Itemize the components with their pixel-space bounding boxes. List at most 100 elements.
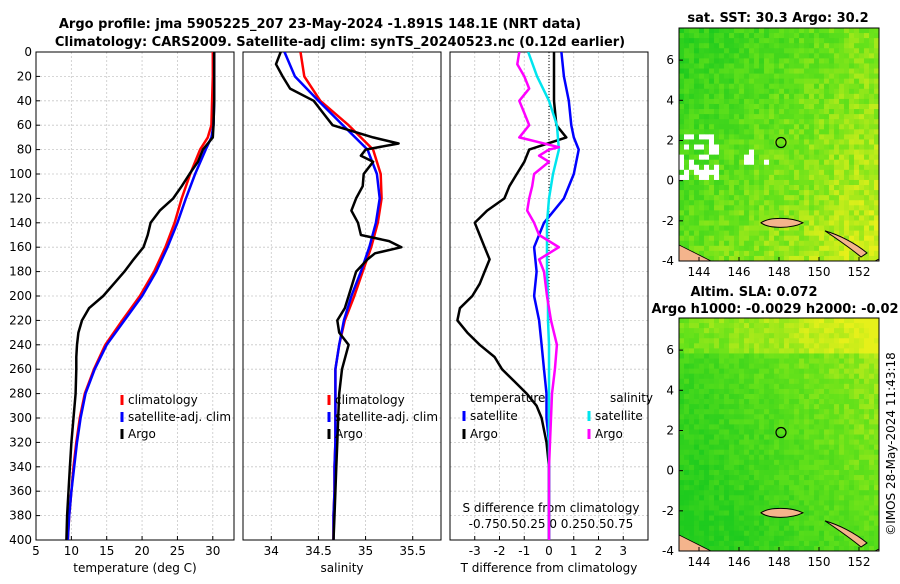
map-cell [714, 48, 720, 54]
map-cell [699, 164, 705, 171]
map-cell [739, 454, 745, 461]
map-cell [769, 38, 775, 44]
map-cell [784, 134, 790, 140]
map-cell [849, 540, 855, 547]
map-cell [824, 124, 830, 130]
map-cell [824, 333, 830, 339]
map-cell [679, 185, 685, 191]
map-cell [779, 318, 785, 324]
map-cell [744, 515, 750, 522]
map-cell [829, 353, 835, 359]
map-cell [719, 149, 725, 156]
map-cell [734, 434, 740, 440]
map-cell [764, 109, 770, 115]
map-cell [754, 164, 760, 171]
map-cell [854, 119, 860, 125]
map-cell [804, 134, 810, 140]
map-cell [684, 149, 690, 156]
map-cell [774, 323, 780, 329]
map-cell [774, 88, 780, 95]
map-cell [719, 510, 725, 516]
map-cell [699, 144, 705, 150]
map-cell [779, 129, 785, 135]
map-cell [819, 98, 825, 105]
map-cell [809, 139, 815, 145]
map-cell [709, 490, 715, 496]
map-cell [694, 245, 700, 252]
map-cell [829, 348, 835, 354]
map-cell [799, 469, 805, 476]
map-cell [744, 495, 750, 501]
map-cell [724, 73, 730, 80]
map-cell [874, 419, 879, 425]
title-line-1: Argo profile: jma 5905225_207 23-May-202… [59, 17, 581, 32]
map-cell [709, 109, 715, 115]
map-cell [834, 159, 840, 166]
map-cell [869, 378, 875, 385]
map-cell [829, 53, 835, 59]
map-cell [844, 215, 850, 221]
map-cell [849, 139, 855, 145]
map-cell [799, 393, 805, 400]
map-cell [814, 185, 820, 191]
map-cell [784, 353, 790, 359]
map-cell [799, 545, 805, 551]
map-cell [799, 169, 805, 176]
map-cell [824, 414, 830, 420]
map-cell [824, 68, 830, 74]
map-cell [849, 505, 855, 511]
map-cell [744, 109, 750, 115]
map-cell [714, 210, 720, 216]
map-cell [824, 475, 830, 481]
map-cell [819, 495, 825, 501]
map-cell [864, 409, 870, 415]
map-cell [814, 399, 820, 405]
map-cell [769, 129, 775, 135]
map-cell [749, 414, 755, 420]
map-cell [699, 169, 705, 176]
map-cell [829, 515, 835, 522]
map-cell [714, 169, 720, 176]
map-cell [844, 505, 850, 511]
map-cell [689, 429, 695, 435]
map-cell [784, 434, 790, 440]
map-cell [719, 429, 725, 435]
map-cell [804, 393, 810, 400]
map-cell [774, 449, 780, 456]
map-cell [699, 119, 705, 125]
map-cell [824, 154, 830, 161]
map-cell [854, 439, 860, 446]
map-cell [684, 169, 690, 176]
series-line-satellite-adj-clim [283, 52, 381, 540]
map-cell [749, 210, 755, 216]
map-cell [704, 459, 710, 466]
map-cell [739, 154, 745, 161]
map-cell [754, 200, 760, 206]
map-cell [704, 169, 710, 176]
map-cell [689, 220, 695, 226]
map-cell [849, 195, 855, 201]
map-cell [794, 83, 800, 90]
map-cell [734, 464, 740, 471]
map-cell [729, 63, 735, 69]
map-cell [769, 134, 775, 140]
map-cell [844, 480, 850, 486]
map-cell [804, 404, 810, 410]
map-cell [799, 429, 805, 435]
map-cell [839, 230, 845, 237]
map-cell [784, 255, 790, 261]
map-cell [769, 144, 775, 150]
map-cell [819, 404, 825, 410]
map-cell [824, 373, 830, 380]
map-cell [759, 215, 765, 221]
map-cell [789, 129, 795, 135]
map-cell [734, 38, 740, 44]
map-cell [839, 114, 845, 120]
land-manus-island [760, 507, 805, 518]
map-cell [834, 230, 840, 237]
map-cell [689, 174, 695, 181]
map-cell [829, 73, 835, 80]
map-cell [689, 505, 695, 511]
map-cell [764, 114, 770, 120]
map-cell [799, 139, 805, 145]
